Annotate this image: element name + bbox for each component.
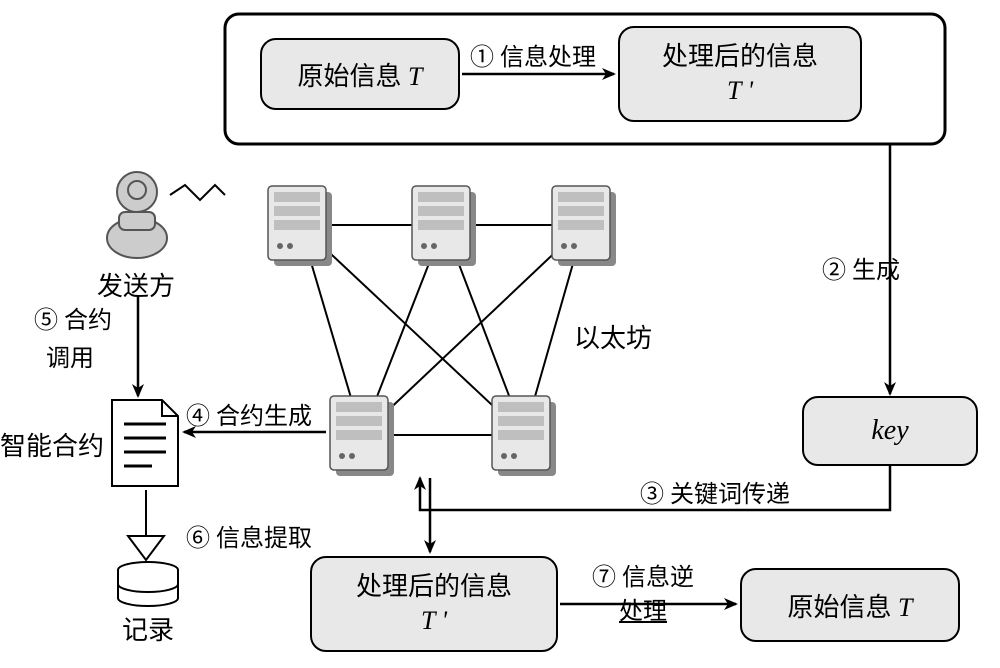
edge-text2: 调用	[46, 346, 94, 372]
edge-num: ⑦	[592, 565, 616, 591]
edge-num: ⑤	[34, 308, 58, 334]
zigzag-connector	[170, 185, 225, 200]
node-key: key	[802, 396, 978, 466]
edge-text: 关键词传递	[670, 482, 790, 508]
node-label: 原始信息	[788, 593, 899, 622]
db-label: 记录	[122, 610, 174, 647]
contract-icon	[112, 400, 178, 486]
edge2-label: ② 生成	[822, 250, 900, 285]
edge-text: 生成	[852, 258, 900, 284]
edge-text2: 处理	[619, 599, 667, 625]
edge-num: ①	[470, 45, 494, 71]
edge-text: 信息提取	[216, 526, 312, 552]
server-icons	[268, 186, 616, 476]
network-edges	[300, 225, 584, 435]
edge6-label: ⑥ 信息提取	[186, 518, 312, 553]
node-label-italic: T	[898, 593, 912, 622]
edge3-label: ③ 关键词传递	[640, 474, 790, 509]
node-label-italic: T '	[421, 604, 447, 638]
edge-text: 信息逆	[622, 565, 694, 591]
edge-num: ④	[186, 404, 210, 430]
edge4-label: ④ 合约生成	[186, 396, 312, 431]
edge-text: 信息处理	[500, 45, 596, 71]
ethereum-label: 以太坊	[574, 318, 652, 355]
edge-num: ⑥	[186, 526, 210, 552]
edge-text: 合约	[64, 308, 112, 334]
diagram-canvas: 原始信息 T 处理后的信息 T ' key 处理后的信息 T ' 原始信息 T …	[0, 0, 1000, 668]
node-label: 处理后的信息	[662, 40, 818, 74]
edge-text: 合约生成	[216, 404, 312, 430]
edge5-label: ⑤ 合约 调用	[34, 302, 112, 379]
node-original-info-bottom: 原始信息 T	[740, 568, 960, 642]
db-icon	[118, 562, 178, 606]
node-processed-info-top: 处理后的信息 T '	[618, 26, 862, 122]
contract-label: 智能合约	[0, 426, 104, 463]
node-label-italic: T	[408, 62, 422, 91]
edge-num: ②	[822, 258, 846, 284]
node-label: 处理后的信息	[356, 570, 512, 604]
edge7-label: ⑦ 信息逆 处理	[592, 562, 694, 629]
node-label-italic: key	[871, 415, 908, 447]
node-original-info-top: 原始信息 T	[260, 38, 460, 110]
edge-num: ③	[640, 482, 664, 508]
person-label: 发送方	[97, 266, 175, 303]
node-label-italic: T '	[727, 74, 753, 108]
contract-to-db-arrowhead	[128, 536, 164, 560]
node-processed-info-bottom: 处理后的信息 T '	[310, 556, 558, 652]
edge1-label: ① 信息处理	[470, 37, 596, 72]
person-icon	[107, 172, 167, 258]
node-label: 原始信息	[298, 62, 409, 91]
